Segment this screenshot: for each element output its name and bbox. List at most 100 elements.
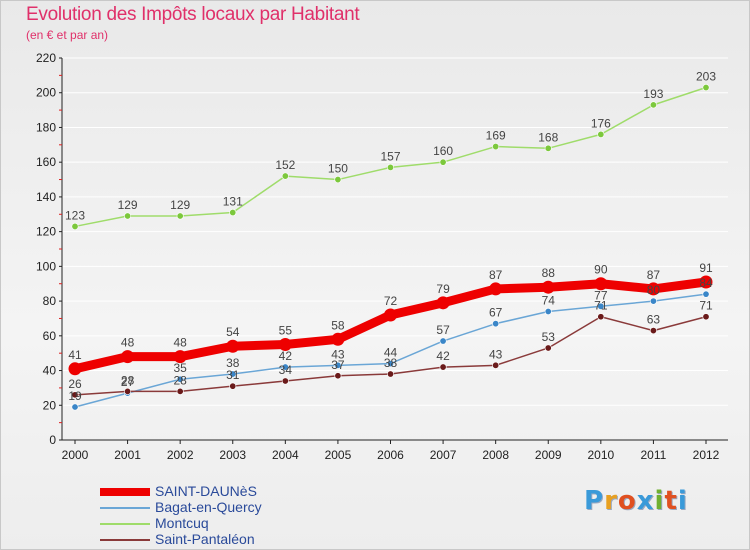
data-point [176,375,184,383]
data-point [492,143,500,151]
data-label: 79 [436,282,450,296]
legend-label: SAINT-DAUNèS [155,483,257,499]
logo-letter: o [617,486,637,516]
data-point [649,297,657,305]
data-point [439,363,447,371]
data-point [597,302,605,310]
data-label: 203 [696,70,716,84]
x-tick-label: 2010 [587,448,614,462]
data-label: 48 [121,336,135,350]
data-point [124,387,132,395]
data-point [229,209,237,217]
series-saint-pantal-on [71,313,710,399]
data-label: 48 [173,336,187,350]
data-point [649,327,657,335]
data-label: 27 [121,375,135,389]
data-point [439,158,447,166]
x-tick-label: 2007 [430,448,457,462]
x-tick-label: 2008 [482,448,509,462]
data-point [68,362,82,376]
data-point [331,332,345,346]
data-label: 53 [542,330,556,344]
data-label: 150 [328,162,348,176]
data-point [439,337,447,345]
chart-title: Evolution des Impôts locaux par Habitant [26,4,360,25]
y-tick-label: 20 [43,398,57,412]
data-point [281,377,289,385]
legend-label: Montcuq [155,515,209,531]
data-point [229,370,237,378]
data-label: 28 [173,373,187,387]
data-point [702,290,710,298]
data-label: 37 [331,358,345,372]
data-point [386,163,394,171]
data-label: 26 [68,377,82,391]
y-tick-label: 200 [36,86,56,100]
data-point [544,344,552,352]
x-tick-label: 2006 [377,448,404,462]
y-tick-label: 120 [36,225,56,239]
data-label: 34 [279,363,293,377]
x-tick-label: 2001 [114,448,141,462]
y-tick-label: 180 [36,120,56,134]
y-tick-label: 140 [36,190,56,204]
data-point [386,360,394,368]
data-label: 71 [699,299,713,313]
data-point [544,308,552,316]
data-label: 169 [486,129,506,143]
data-label: 123 [65,208,85,222]
data-label: 41 [68,348,82,362]
data-point [649,101,657,109]
data-point [278,338,292,351]
data-point [646,282,660,296]
chart-subtitle: (en € et par an) [26,28,109,42]
x-tick-label: 2004 [272,448,299,462]
data-label: 38 [226,356,240,370]
data-label: 58 [331,318,345,332]
legend-swatch [100,523,150,525]
legend-swatch [100,507,150,509]
data-point [71,403,79,411]
data-label: 55 [279,324,293,338]
data-point [386,370,394,378]
data-point [71,391,79,399]
data-point [334,361,342,369]
data-label: 44 [384,346,398,360]
legend-swatch [100,539,150,541]
data-point [121,350,135,364]
data-label: 42 [279,349,293,363]
data-point [597,130,605,138]
y-tick-label: 0 [49,433,56,447]
data-label: 131 [223,195,243,209]
y-tick-label: 80 [43,294,57,308]
x-tick-label: 2012 [693,448,720,462]
data-label: 42 [436,349,450,363]
logo-letter: t [664,486,678,516]
data-point [702,84,710,92]
logo-letter: i [677,486,688,516]
data-label: 160 [433,144,453,158]
data-point [281,172,289,180]
y-tick-label: 220 [36,51,56,65]
data-point [229,382,237,390]
data-point [492,320,500,328]
x-tick-label: 2009 [535,448,562,462]
series-saint-daun-s [68,275,713,376]
data-point [334,372,342,380]
data-point [702,313,710,321]
data-label: 168 [538,130,558,144]
y-tick-label: 40 [43,364,57,378]
data-label: 88 [542,266,556,280]
data-point [594,277,608,291]
data-point [281,363,289,371]
data-label: 129 [118,198,138,212]
data-label: 43 [331,347,345,361]
data-point [334,176,342,184]
logo-letter: i [654,486,665,516]
data-point [597,313,605,321]
legend-label: Bagat-en-Quercy [155,499,262,515]
data-point [489,282,503,296]
x-tick-label: 2002 [167,448,194,462]
x-tick-label: 2005 [325,448,352,462]
